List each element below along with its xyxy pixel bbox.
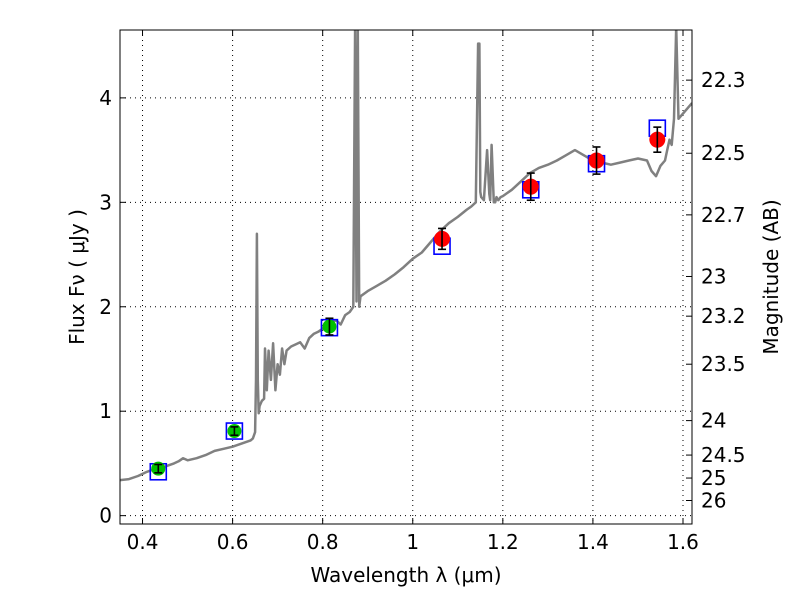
y-tick-label: 1: [99, 399, 112, 423]
y-tick-label: 4: [99, 86, 112, 110]
ticks: 0.4 0.6 0.8 1 1.2 1.4 1.60123422.322.522.72323…: [99, 30, 746, 554]
plot-frame: [119, 29, 693, 525]
x-tick-label: 0.4: [127, 530, 159, 554]
mag-tick-label: 25: [701, 466, 726, 490]
mag-tick-label: 22.5: [701, 141, 746, 165]
mag-tick-label: 24.5: [701, 443, 746, 467]
grid: [120, 30, 692, 524]
mag-tick-label: 23: [701, 264, 726, 288]
x-tick-label: 1: [406, 530, 419, 554]
y-tick-label: 3: [99, 190, 112, 214]
y-tick-label: 2: [99, 295, 112, 319]
mag-tick-label: 23.2: [701, 304, 746, 328]
x-axis-label: Wavelength λ (μm): [310, 563, 501, 587]
y-tick-label: 0: [99, 504, 112, 528]
mag-tick-label: 22.7: [701, 203, 746, 227]
x-tick-label: 1.6: [667, 530, 699, 554]
mag-tick-label: 26: [701, 489, 726, 513]
photometry-markers: [149, 119, 667, 481]
y-axis-title: Flux Fν ( μJy ): [65, 209, 89, 345]
x-tick-label: 1.4: [577, 530, 609, 554]
spectrum-layer: [120, 30, 692, 482]
mag-tick-label: 23.5: [701, 352, 746, 376]
x-axis-title: Wavelength λ (μm): [310, 563, 501, 587]
model-square-point: [225, 422, 244, 440]
y-axis-label: Flux Fν ( μJy ): [65, 209, 89, 345]
x-tick-label: 1.2: [487, 530, 519, 554]
x-tick-label: 0.6: [217, 530, 249, 554]
y2-axis-title: Magnitude (AB): [759, 199, 783, 354]
mag-tick-label: 22.3: [701, 68, 746, 92]
spectrum-line: [120, 30, 692, 482]
y2-axis-label: Magnitude (AB): [759, 199, 783, 354]
mag-tick-label: 24: [701, 409, 726, 433]
x-tick-label: 0.8: [307, 530, 339, 554]
